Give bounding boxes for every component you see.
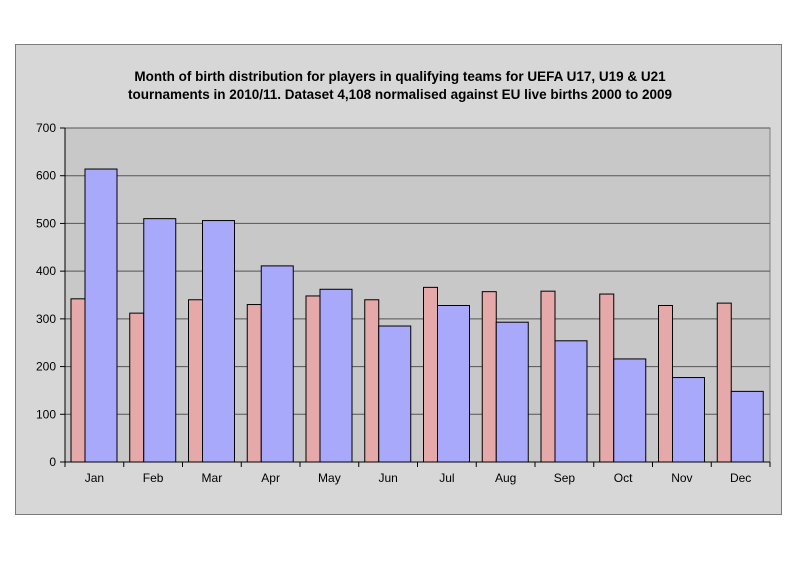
bar-series2-sep [554,340,588,463]
bar-series1-jan [70,298,86,463]
x-tick-label-nov: Nov [671,471,692,485]
x-tick-label-jul: Jul [439,471,454,485]
x-tick-label-jan: Jan [85,471,104,485]
bar-series1-aug [481,291,497,463]
bar-series2-oct [613,358,647,463]
bar-series1-nov [658,304,673,463]
x-tick-label-jun: Jun [378,471,397,485]
x-tick-label-oct: Oct [614,471,633,485]
bar-series1-apr [246,304,262,463]
y-tick-label: 500 [36,216,56,230]
x-tick-label-feb: Feb [143,471,164,485]
bar-series1-sep [540,290,556,463]
bar-series2-jul [437,304,470,463]
chart-title-line-2: tournaments in 2010/11. Dataset 4,108 no… [128,87,672,102]
y-tick-label: 300 [36,312,56,326]
y-tick-label: 700 [36,121,56,135]
bar-series1-dec [716,302,732,463]
bar-series2-mar [202,220,235,463]
bar-series2-dec [730,390,764,463]
plot-area [64,127,771,463]
bar-series1-feb [129,312,145,463]
y-tick-label: 100 [36,407,56,421]
bar-series2-may [319,288,353,463]
x-tick-label-dec: Dec [730,471,751,485]
y-tick-label: 400 [36,264,56,278]
x-tick-label-mar: Mar [202,471,223,485]
bar-series1-jun [364,299,380,463]
bar-series2-jan [84,168,118,463]
y-tick-label: 200 [36,360,56,374]
x-tick-label-may: May [318,471,341,485]
chart-title: Month of birth distribution for players … [0,68,800,104]
bar-series1-mar [188,299,203,463]
y-tick-label: 600 [36,169,56,183]
chart-title-line-1: Month of birth distribution for players … [134,69,666,84]
bar-series2-aug [495,321,529,463]
bar-series2-nov [672,377,705,463]
bar-series2-feb [143,218,177,463]
bar-series2-jun [378,325,412,463]
x-tick-label-sep: Sep [554,471,576,485]
bar-series1-may [305,295,321,463]
y-tick-label: 0 [49,455,56,469]
x-tick-label-aug: Aug [495,471,516,485]
bar-series1-oct [599,293,615,463]
x-tick-label-apr: Apr [261,471,280,485]
bar-series2-apr [260,265,294,463]
bar-series1-jul [423,286,438,463]
